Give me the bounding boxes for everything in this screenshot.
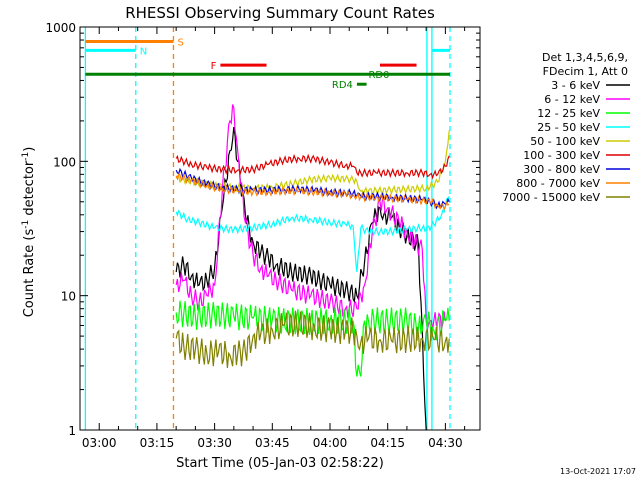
series-12-25-kev [175,300,450,377]
series-800-7000-kev [175,173,450,212]
x-tick-label: 04:15 [370,436,405,450]
series-line-2 [175,300,450,377]
chart-title: RHESSI Observing Summary Count Rates [125,4,435,22]
x-tick-label: 03:45 [255,436,290,450]
y-tick-label: 1 [68,424,76,438]
series-line-1 [175,104,446,331]
legend-label-6: 300 - 800 keV [523,163,600,176]
plot-area: S N F RD0 RD4 [84,27,451,431]
y-axis-label-sup-1: -1 [21,220,31,229]
legend-label-3: 25 - 50 keV [537,121,600,134]
series-25-50-kev [175,196,450,273]
series-line-5 [175,153,450,180]
axis-ticks: 03:00 03:15 03:30 03:45 04:00 04:15 04:30 1 10 10… [45,21,481,450]
y-axis-label-close: ) [22,147,37,152]
series-line-8 [175,310,450,369]
x-tick-label: 03:00 [82,436,117,450]
legend-label-5: 100 - 300 keV [523,149,600,162]
legend-label-7: 800 - 7000 keV [516,177,600,190]
flag-label-f: F [211,61,217,72]
series-line-6 [175,167,450,210]
x-tick-label: 04:30 [428,436,463,450]
legend-label-0: 3 - 6 keV [551,79,600,92]
series-line-3 [175,196,450,273]
x-tick-label: 04:00 [313,436,348,450]
legend-header-1: FDecim 1, Att 0 [543,65,628,78]
x-tick-label: 03:30 [197,436,232,450]
legend-header-0: Det 1,3,4,5,6,9, [542,51,628,64]
flag-label-rd4: RD4 [332,80,353,91]
y-axis-label: Count Rate (s-1 detector-1) [21,147,37,318]
flag-label-s: S [177,37,183,48]
legend-label-1: 6 - 12 keV [544,93,600,106]
legend: Det 1,3,4,5,6,9,FDecim 1, Att 03 - 6 keV… [502,51,630,204]
flag-label-rd0: RD0 [368,70,389,81]
series-300-800-kev [175,167,450,210]
y-axis-label-main: Count Rate (s [22,229,37,318]
series-100-300-kev [175,153,450,180]
footer-date: 13-Oct-2021 17:07 [560,467,636,476]
x-tick-label: 03:15 [140,436,175,450]
series-line-7 [175,173,450,212]
series-6-12-kev [175,104,446,331]
legend-label-4: 50 - 100 keV [530,135,600,148]
plot-frame [79,26,481,431]
legend-label-8: 7000 - 15000 keV [502,191,600,204]
y-tick-label: 10 [61,290,76,304]
flag-label-n: N [140,46,147,57]
legend-label-2: 12 - 25 keV [537,107,600,120]
series-7000-15000-kev [175,310,450,369]
x-axis-label: Start Time (05-Jan-03 02:58:22) [176,456,384,471]
y-tick-label: 1000 [45,21,76,35]
y-tick-label: 100 [53,155,76,169]
y-axis-label-unit: detector [22,160,37,220]
y-axis-label-sup-2: -1 [21,152,31,161]
